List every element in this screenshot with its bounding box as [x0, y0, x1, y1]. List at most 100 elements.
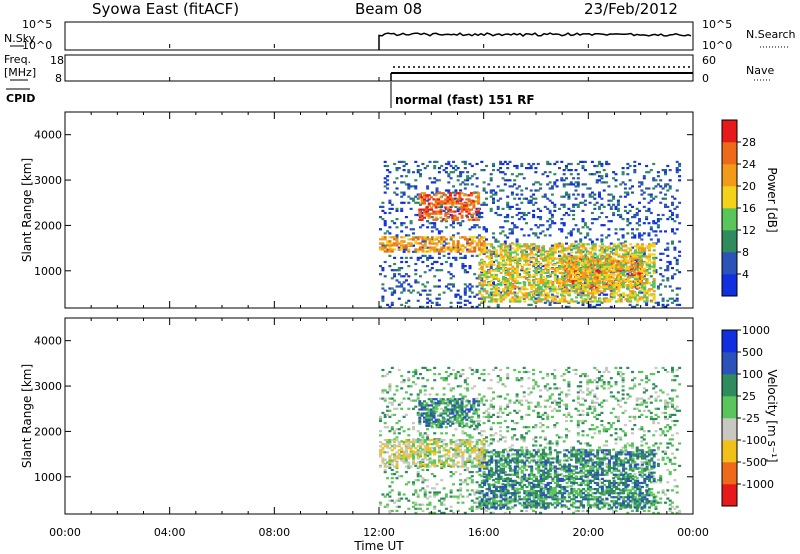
power-cell [598, 293, 601, 296]
power-cell [621, 228, 625, 231]
velocity-cell [588, 405, 592, 408]
power-cell [426, 305, 430, 308]
power-cell [593, 296, 597, 299]
power-cell [628, 303, 632, 306]
power-cell [542, 282, 545, 285]
velocity-cell [435, 393, 439, 396]
power-cell [631, 257, 635, 260]
power-cell [425, 194, 429, 197]
power-cell [590, 284, 594, 287]
power-cell [485, 273, 489, 276]
power-cell [379, 305, 382, 308]
velocity-cell [440, 479, 444, 482]
power-cell [421, 162, 425, 166]
power-cell [435, 260, 439, 264]
power-cell [675, 303, 679, 306]
velocity-cell [454, 444, 458, 447]
power-cell [404, 260, 408, 264]
velocity-cell [623, 401, 627, 404]
power-cell [509, 284, 512, 287]
power-cell [485, 249, 489, 252]
power-cell [617, 300, 621, 303]
power-cell [522, 297, 526, 300]
power-cell [575, 290, 578, 293]
power-cell [549, 279, 553, 283]
velocity-cell [506, 366, 510, 369]
power-cell [485, 246, 488, 249]
power-cell [482, 246, 486, 249]
power-cell [582, 290, 586, 293]
power-cell [591, 288, 595, 291]
power-cell [602, 293, 606, 296]
power-colorbar-swatch [722, 186, 737, 209]
velocity-cell [390, 366, 394, 369]
velocity-cell [395, 422, 399, 425]
power-cell [619, 242, 623, 245]
power-cell [532, 193, 536, 196]
power-cell [546, 261, 550, 264]
power-cell [598, 282, 602, 285]
power-cell [550, 222, 554, 225]
power-cell [463, 183, 467, 186]
power-cell [635, 228, 639, 231]
velocity-cell [506, 413, 510, 416]
velocity-cell [550, 373, 554, 376]
power-cell [402, 193, 406, 196]
power-cell [428, 254, 432, 257]
power-cell [609, 295, 613, 298]
velocity-cell [485, 399, 488, 402]
power-cell [572, 247, 576, 250]
velocity-cell [616, 373, 620, 376]
cpid-label: CPID [6, 92, 35, 105]
velocity-cell [435, 491, 439, 494]
power-cell [591, 282, 595, 285]
velocity-cell [550, 401, 554, 404]
power-cell [532, 248, 536, 251]
power-cell [589, 282, 593, 285]
velocity-cell [619, 370, 623, 374]
power-cell [407, 195, 411, 198]
power-cell [518, 259, 522, 262]
power-cell [432, 198, 436, 201]
velocity-cell [600, 499, 604, 502]
power-cell [632, 274, 636, 277]
power-cell [598, 171, 601, 174]
power-cell [584, 253, 588, 256]
power-cell [463, 287, 467, 290]
power-cell [636, 277, 640, 281]
power-cell [472, 204, 476, 207]
velocity-cell [508, 501, 512, 504]
power-cell [433, 177, 437, 180]
power-cell [511, 292, 515, 295]
velocity-cell [626, 393, 630, 396]
power-cell [565, 282, 569, 285]
power-cell [638, 181, 641, 184]
power-colorbar-swatch [722, 230, 737, 253]
power-cell [624, 249, 628, 252]
velocity-cell [532, 426, 536, 429]
power-cell [579, 160, 583, 163]
power-cell [518, 290, 522, 293]
power-cell [640, 255, 644, 258]
velocity-cell [449, 387, 453, 390]
velocity-cell [614, 381, 618, 384]
power-cell [503, 160, 507, 163]
power-cell [452, 256, 455, 259]
velocity-cell [423, 389, 427, 392]
power-cell [515, 203, 519, 206]
velocity-cell [558, 387, 561, 390]
velocity-cell [522, 440, 526, 443]
power-cell [383, 181, 387, 184]
power-cell [383, 275, 387, 278]
velocity-cell [461, 430, 465, 433]
power-cell [551, 257, 555, 260]
power-cell [482, 187, 486, 190]
velocity-cell [461, 481, 465, 484]
velocity-cell [489, 379, 493, 382]
power-cell [412, 250, 415, 253]
power-cell [404, 301, 408, 304]
power-cell [453, 194, 457, 197]
power-cell [546, 228, 550, 231]
power-cell [483, 284, 487, 287]
